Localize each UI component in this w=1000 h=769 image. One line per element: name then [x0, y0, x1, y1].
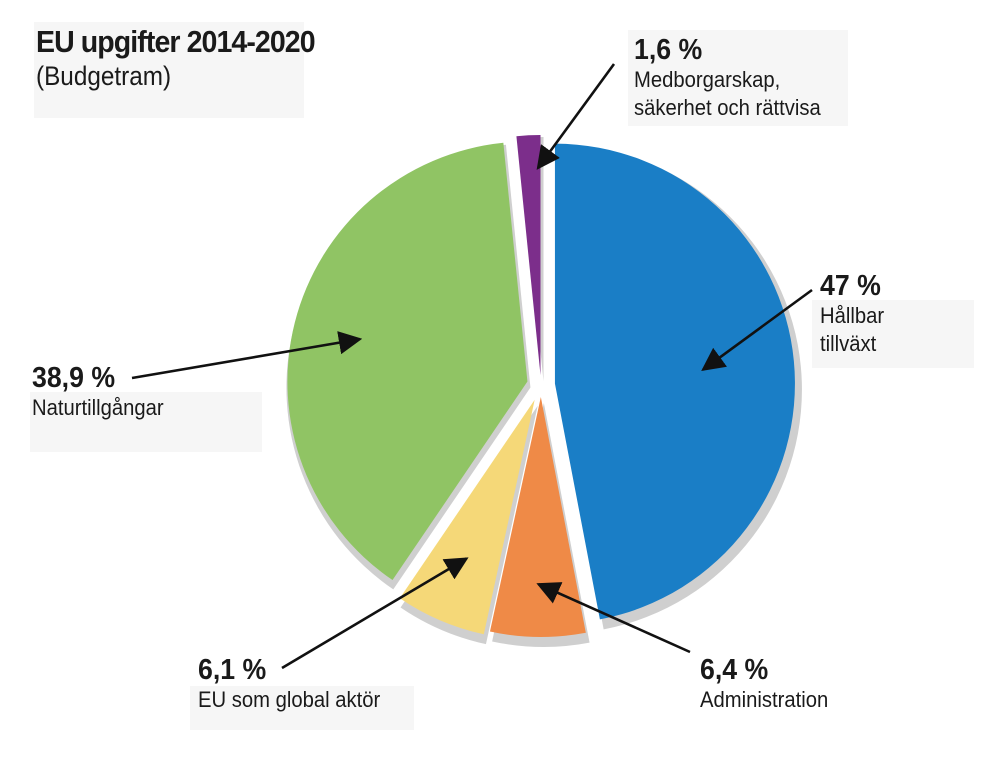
desc-label-global: EU som global aktör — [198, 687, 381, 712]
pct-label-global: 6,1 % — [198, 654, 267, 686]
label-pane-medborgarskap — [628, 30, 848, 126]
pct-label-natur: 38,9 % — [32, 362, 116, 394]
desc-label-natur: Naturtillgångar — [32, 395, 164, 420]
callout-arrow-naturtillgangar — [131, 331, 363, 380]
label-pane-hallbar — [812, 300, 974, 368]
callout-arrow-medborgarskap-sakerhet-och-rattvisa — [536, 63, 616, 170]
desc-label-medborgarskap-1: Medborgarskap, — [634, 67, 781, 92]
slice-medborgarskap-sakerhet-och-rattvisa — [516, 135, 541, 376]
label-pane-natur — [30, 392, 262, 452]
label-global-aktor: 6,1 % EU som global aktör — [198, 654, 396, 714]
desc-label-admin: Administration — [700, 687, 829, 712]
callout-arrow-administration — [536, 582, 691, 654]
desc-label-medborgarskap-2: säkerhet och rättvisa — [634, 95, 821, 120]
slice-administration — [489, 396, 586, 637]
chart-title: EU upgifter 2014-2020 — [36, 24, 316, 59]
label-hallbar-tillvaxt: 47 % Hållbar tillväxt — [820, 270, 890, 358]
label-administration: 6,4 % Administration — [700, 654, 839, 714]
pct-label-hallbar: 47 % — [820, 270, 881, 302]
label-naturtillgangar: 38,9 % Naturtillgångar — [32, 362, 175, 422]
chart-subtitle: (Budgetram) — [36, 61, 172, 91]
title-pane — [34, 22, 304, 118]
pct-label-medborgarskap: 1,6 % — [634, 34, 703, 66]
desc-label-hallbar-2: tillväxt — [820, 331, 877, 356]
label-medborgarskap: 1,6 % Medborgarskap, säkerhet och rättvi… — [634, 34, 837, 122]
desc-label-hallbar-1: Hållbar — [820, 303, 885, 328]
title-block: EU upgifter 2014-2020 (Budgetram) — [36, 24, 339, 92]
slice-naturtillgangar — [287, 142, 528, 581]
callout-arrow-hallbar-tillvaxt — [701, 288, 813, 372]
slice-hallbar-tillvaxt — [554, 143, 795, 620]
pct-label-admin: 6,4 % — [700, 654, 769, 686]
slices — [287, 135, 795, 637]
label-pane-global — [190, 686, 414, 730]
callout-arrow-eu-som-global-aktor — [281, 557, 469, 670]
slice-eu-som-global-aktor — [399, 399, 535, 635]
